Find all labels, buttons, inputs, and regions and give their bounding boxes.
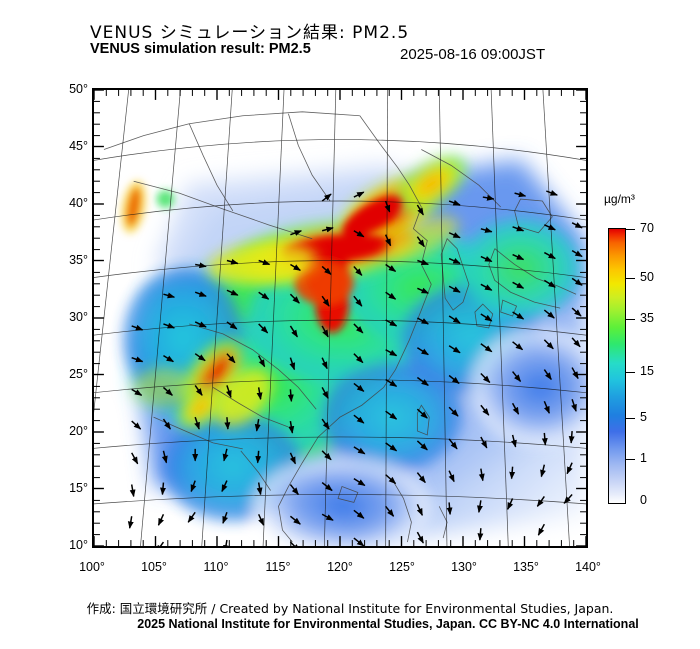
colorbar-tick-label: 0 bbox=[640, 493, 647, 507]
y-tick-label: 10° bbox=[69, 538, 88, 552]
colorbar-tick-label: 15 bbox=[640, 364, 654, 378]
colorbar-tick-mark bbox=[626, 418, 635, 419]
colorbar-tick-label: 70 bbox=[640, 221, 654, 235]
credit-line-japanese: 作成: 国立環境研究所 / Created by National Instit… bbox=[86, 601, 614, 616]
colorbar-tick-label: 35 bbox=[640, 311, 654, 325]
x-tick-label: 140° bbox=[575, 560, 601, 574]
colorbar-tick-label: 1 bbox=[640, 451, 647, 465]
pm25-map-plot bbox=[92, 88, 588, 548]
colorbar-tick-mark bbox=[626, 278, 635, 279]
x-tick-label: 110° bbox=[203, 560, 229, 574]
y-tick-label: 20° bbox=[69, 424, 88, 438]
credit-line-license: 2025 National Institute for Environmenta… bbox=[137, 617, 639, 631]
plume-northwest-streak bbox=[121, 180, 175, 234]
x-tick-label: 105° bbox=[141, 560, 167, 574]
y-tick-label: 25° bbox=[69, 367, 88, 381]
page-title-english: VENUS simulation result: PM2.5 bbox=[90, 41, 311, 57]
colorbar-tick-label: 5 bbox=[640, 410, 647, 424]
graticule-layer bbox=[94, 90, 586, 546]
y-tick-label: 50° bbox=[69, 82, 88, 96]
colorbar-tick-mark bbox=[626, 372, 635, 373]
x-tick-label: 130° bbox=[451, 560, 477, 574]
coastline-layer bbox=[103, 111, 577, 543]
colorbar-tick-mark bbox=[626, 459, 635, 460]
colorbar-units-label: µg/m³ bbox=[604, 192, 635, 206]
timestamp-label: 2025-08-16 09:00JST bbox=[400, 46, 546, 63]
x-tick-label: 125° bbox=[389, 560, 415, 574]
x-tick-label: 120° bbox=[327, 560, 353, 574]
page-title-japanese: VENUS シミュレーション結果: PM2.5 bbox=[90, 23, 410, 43]
colorbar-tick-label: 50 bbox=[640, 270, 654, 284]
wind-vector-layer bbox=[127, 189, 583, 546]
y-tick-label: 30° bbox=[69, 310, 88, 324]
y-tick-label: 40° bbox=[69, 196, 88, 210]
colorbar-tick-mark bbox=[626, 229, 635, 230]
y-tick-label: 35° bbox=[69, 253, 88, 267]
x-tick-label: 135° bbox=[513, 560, 539, 574]
y-tick-label: 15° bbox=[69, 481, 88, 495]
colorbar-gradient bbox=[608, 228, 626, 504]
x-tick-label: 115° bbox=[265, 560, 291, 574]
colorbar-tick-mark bbox=[626, 319, 635, 320]
x-tick-label: 100° bbox=[79, 560, 105, 574]
y-tick-label: 45° bbox=[69, 139, 88, 153]
map-canvas bbox=[94, 90, 586, 546]
